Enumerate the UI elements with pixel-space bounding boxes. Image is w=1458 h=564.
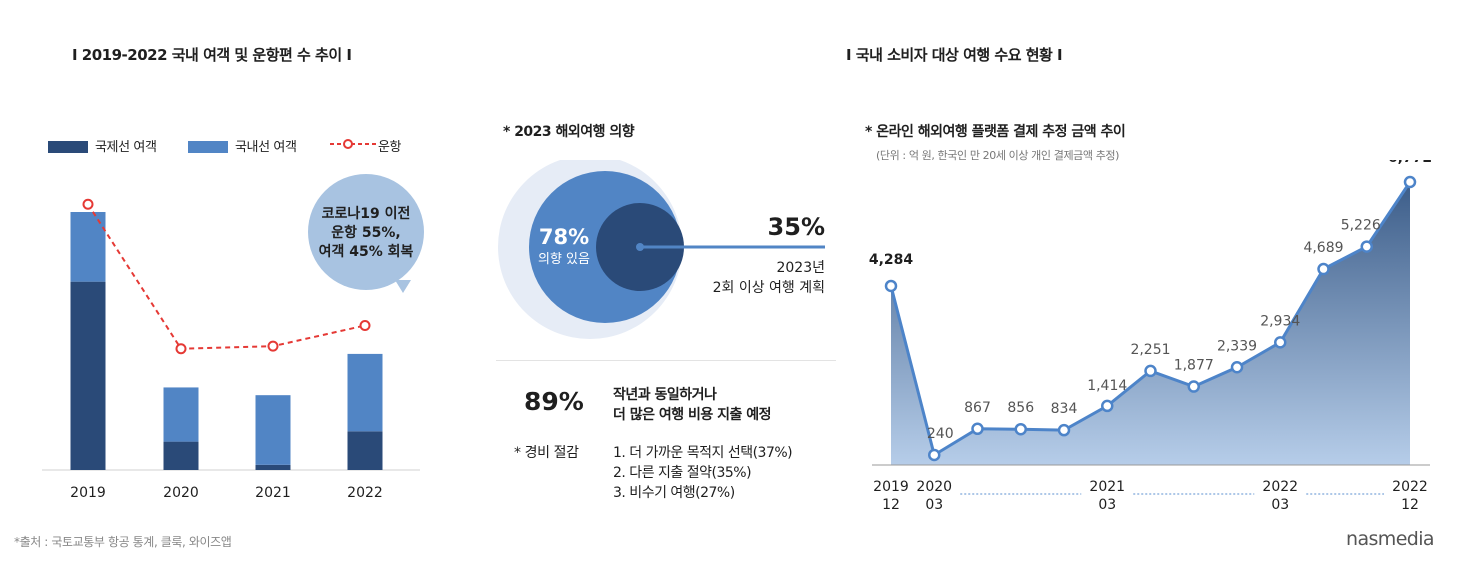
x-tick-year-2019-12: 2019 xyxy=(873,479,909,495)
x-tick-label-2021: 2021 xyxy=(255,485,291,501)
payment-point-2022-12 xyxy=(1403,175,1417,189)
callout-bubble xyxy=(308,174,424,290)
plan-label-1: 2023년 xyxy=(776,260,825,276)
legend-swatch-flights xyxy=(330,139,376,149)
flights-point-2019 xyxy=(82,198,94,210)
payment-point-2022-06 xyxy=(1317,262,1330,276)
x-tick-month-2020-03: 03 xyxy=(925,497,943,513)
middle-divider xyxy=(496,360,836,361)
legend-label-flights: 운항 xyxy=(378,140,402,155)
payment-value-label-2020-12: 834 xyxy=(1051,401,1078,417)
intent-diagram: 78% 의향 있음 35% 2023년 2회 이상 여행 계획 xyxy=(498,160,825,339)
legend-swatch-international xyxy=(48,141,88,153)
payment-value-label-2019-12: 4,284 xyxy=(869,252,914,268)
x-tick-year-2021-03: 2021 xyxy=(1089,479,1125,495)
cost-saving-item-1: 1. 더 가까운 목적지 선택(37%) xyxy=(613,445,793,461)
bar-international-2022 xyxy=(347,431,383,470)
platform-payment-chart: 4,284 240 867 856 834 1,414 2,2511,8772,3392,9… xyxy=(869,160,1432,513)
payment-point-2021-09 xyxy=(1187,380,1200,393)
right-panel-title: I 국내 소비자 대상 여행 수요 현황 I xyxy=(846,46,1063,64)
payment-value-label-2021-09: 1,877 xyxy=(1174,358,1214,374)
x-tick-label-2019: 2019 xyxy=(70,485,106,501)
bar-domestic-2022 xyxy=(347,353,383,432)
payment-point-2021-03 xyxy=(1101,399,1114,413)
x-tick-year-2022-12: 2022 xyxy=(1392,479,1428,495)
legend-label-international: 국제선 여객 xyxy=(95,140,157,155)
x-tick-month-2019-12: 12 xyxy=(882,497,900,513)
x-tick-year-2022-03: 2022 xyxy=(1262,479,1298,495)
bar-international-2020 xyxy=(163,441,199,470)
payment-point-2022-03 xyxy=(1274,336,1287,349)
callout-line-2: 운항 55%, xyxy=(331,224,400,241)
flights-line xyxy=(87,203,366,350)
cost-saving-item-3: 3. 비수기 여행(27%) xyxy=(613,485,735,501)
cost-saving-item-2: 2. 다른 지출 절약(35%) xyxy=(613,465,752,481)
cost-saving-label: * 경비 절감 xyxy=(514,445,579,461)
platform-chart-title: * 온라인 해외여행 플랫폼 결제 추정 금액 추이 xyxy=(865,124,1126,140)
platform-chart-unit: (단위 : 억 원, 한국인 만 20세 이상 개인 결제금액 추정) xyxy=(876,149,1120,162)
payment-value-label-2020-09: 856 xyxy=(1007,400,1034,416)
plan-pointer-dot xyxy=(636,243,644,251)
flights-point-2020 xyxy=(175,343,187,355)
intent-label: 의향 있음 xyxy=(538,252,590,267)
payment-value-label-2022-03: 2,934 xyxy=(1260,313,1300,329)
payment-point-2019-12 xyxy=(884,279,898,293)
payment-area xyxy=(891,182,1410,465)
x-tick-label-2020: 2020 xyxy=(163,485,199,501)
x-tick-label-2022: 2022 xyxy=(347,485,383,501)
x-tick-month-2022-12: 12 xyxy=(1401,497,1419,513)
payment-point-2021-12 xyxy=(1230,361,1244,374)
payment-point-2020-12 xyxy=(1057,423,1071,437)
brand-logo: nasmedia xyxy=(1346,528,1435,550)
source-note: *출처 : 국토교통부 항공 통계, 클룩, 와이즈앱 xyxy=(14,535,232,549)
callout-pointer xyxy=(395,280,411,293)
left-panel-title: I 2019-2022 국내 여객 및 운항편 수 추이 I xyxy=(72,46,352,64)
bar-international-2019 xyxy=(70,281,106,470)
payment-point-2020-06 xyxy=(971,422,984,436)
payment-point-2020-03 xyxy=(928,448,941,462)
spend-label-1: 작년과 동일하거나 xyxy=(613,387,717,403)
payment-value-label-2021-06: 2,251 xyxy=(1130,342,1170,358)
payment-value-label-2022-09: 5,226 xyxy=(1341,218,1381,234)
intent-value: 78% xyxy=(539,225,589,249)
payment-value-label-2021-12: 2,339 xyxy=(1217,338,1257,354)
payment-value-label-2020-06: 867 xyxy=(964,400,991,416)
bar-international-2021 xyxy=(255,464,291,470)
payment-point-2022-09 xyxy=(1360,240,1373,253)
intent-title: * 2023 해외여행 의향 xyxy=(503,124,635,140)
flights-point-2021 xyxy=(267,340,279,352)
payment-point-2020-09 xyxy=(1014,422,1027,436)
payment-value-label-2022-06: 4,689 xyxy=(1303,240,1343,256)
plan-value: 35% xyxy=(768,213,825,241)
bar-domestic-2020 xyxy=(163,387,199,442)
payment-value-label-2021-03: 1,414 xyxy=(1087,378,1127,394)
callout-line-3: 여객 45% 회복 xyxy=(319,243,414,260)
callout-line-1: 코로나19 이전 xyxy=(322,205,411,222)
passenger-flight-chart: 코로나19 이전 운항 55%, 여객 45% 회복 2019 2020 2021 2… xyxy=(42,174,424,501)
x-tick-month-2022-03: 03 xyxy=(1271,497,1289,513)
x-tick-month-2021-03: 03 xyxy=(1098,497,1116,513)
legend-swatch-domestic xyxy=(188,141,228,153)
payment-value-label-2020-03: 240 xyxy=(927,426,954,442)
payment-value-label-2022-12: 6,772 xyxy=(1388,160,1432,166)
legend-label-domestic: 국내선 여객 xyxy=(235,140,297,155)
bar-domestic-2021 xyxy=(255,395,291,465)
x-tick-year-2020-03: 2020 xyxy=(916,479,952,495)
spend-label-2: 더 많은 여행 비용 지출 예정 xyxy=(613,407,772,423)
plan-label-2: 2회 이상 여행 계획 xyxy=(713,280,825,296)
payment-point-2021-06 xyxy=(1144,364,1157,378)
flights-point-2022 xyxy=(359,320,371,332)
spend-value: 89% xyxy=(524,387,584,416)
